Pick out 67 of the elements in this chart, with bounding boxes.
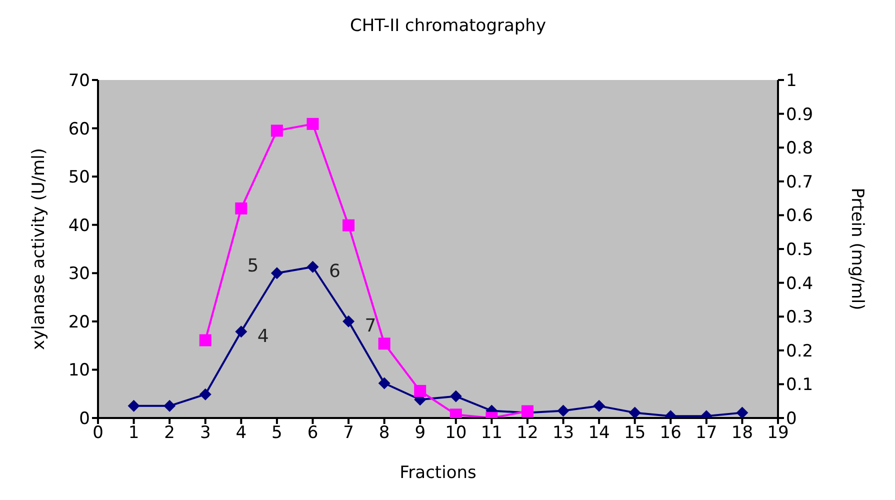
y-tick-label: 0 <box>79 409 90 430</box>
y2-tick-label: 0.4 <box>786 274 814 294</box>
y2-tick-label: 0.7 <box>786 172 814 192</box>
y2-tick-label: 0.9 <box>786 104 814 125</box>
point <box>128 400 140 412</box>
point <box>557 404 570 417</box>
chart-title: CHT-II chromatography <box>348 16 548 36</box>
x-tick-label: 1 <box>128 423 140 444</box>
point <box>306 260 319 273</box>
x-tick-label: 8 <box>378 423 390 444</box>
x-tick-label: 6 <box>307 423 318 444</box>
point <box>342 315 355 328</box>
point <box>164 400 176 412</box>
y2-tick-label: 0.1 <box>786 375 814 396</box>
annotation: 4 <box>257 326 269 347</box>
annotation: 7 <box>364 316 376 337</box>
point <box>199 388 212 400</box>
annotation: 6 <box>329 261 340 282</box>
x-tick-label: 7 <box>343 423 354 444</box>
x-tick-label: 2 <box>164 423 175 444</box>
point <box>199 334 212 346</box>
y2-tick-label: 1 <box>786 71 797 92</box>
x-tick-label: 5 <box>272 423 282 444</box>
y-axis-title: xylanase activity (U/ml) <box>29 148 50 350</box>
y2-tick-label: 0.2 <box>786 341 814 362</box>
y-tick-label: 10 <box>68 360 90 381</box>
x-tick-label: 11 <box>480 423 503 444</box>
point <box>270 124 283 137</box>
point <box>235 326 248 338</box>
point <box>378 338 390 350</box>
x-tick-label: 15 <box>624 423 646 444</box>
x-tick-label: 12 <box>516 423 538 444</box>
y-tick-label: 40 <box>68 216 90 236</box>
y2-tick-label: 0.8 <box>786 138 814 159</box>
x-tick-label: 0 <box>92 423 104 444</box>
x-tick-label: 4 <box>236 423 247 444</box>
y-tick-label: 70 <box>68 71 90 92</box>
point <box>628 406 641 418</box>
point <box>414 384 426 397</box>
y2-tick-label: 0.6 <box>786 206 814 226</box>
x-tick-label: 16 <box>660 423 682 444</box>
point <box>593 400 606 412</box>
point <box>342 219 355 232</box>
x-axis-title: Fractions <box>400 463 476 483</box>
point <box>736 406 748 418</box>
y-tick-label: 60 <box>68 119 90 140</box>
x-tick-label: 18 <box>731 423 754 444</box>
x-tick-label: 3 <box>200 423 211 444</box>
x-tick-label: 17 <box>696 423 718 444</box>
y2-tick-label: 0.3 <box>786 308 814 328</box>
x-tick-label: 19 <box>767 423 789 444</box>
y-tick-label: 30 <box>68 264 90 284</box>
x-tick-label: 13 <box>552 423 574 444</box>
y2-tick-label: 0.5 <box>786 240 814 260</box>
x-tick-label: 10 <box>445 423 467 444</box>
x-tick-label: 14 <box>588 423 610 444</box>
annotation: 5 <box>247 255 259 276</box>
point <box>306 118 319 130</box>
y2-axis-title: Prtein (mg/ml) <box>846 188 867 310</box>
y-tick-label: 20 <box>68 312 90 332</box>
y-tick-label: 50 <box>68 168 90 188</box>
y2-tick-label: 0 <box>786 409 797 430</box>
x-tick-label: 9 <box>414 423 426 444</box>
point <box>450 390 462 402</box>
point <box>270 267 283 280</box>
point <box>378 377 390 390</box>
point <box>235 202 248 214</box>
